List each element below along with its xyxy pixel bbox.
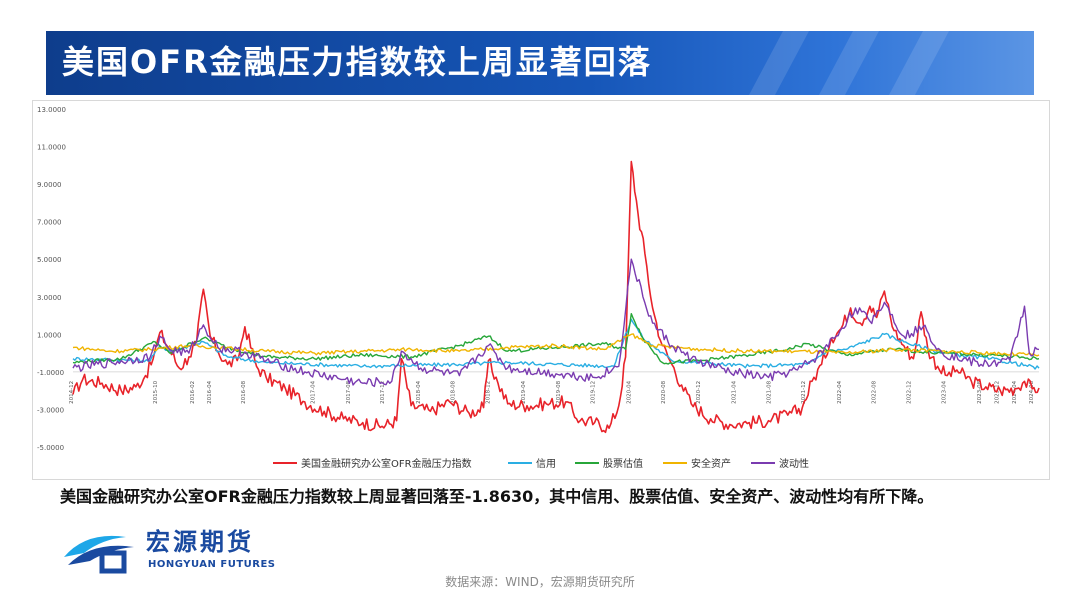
logo-name-en: HONGYUAN FUTURES	[148, 559, 276, 570]
x-tick-label: 2017-08	[346, 380, 352, 403]
y-tick-label: 7.0000	[37, 219, 62, 227]
x-tick-label: 2018-04	[416, 380, 422, 403]
x-tick-label: 2021-08	[766, 380, 772, 403]
ofr-stress-chart: -5.0000 -3.0000 -1.0000 1.0000 3.0000 5.0000 7…	[37, 106, 1040, 470]
x-tick-label: 2016-08	[241, 380, 247, 403]
y-tick-label: 11.0000	[37, 144, 66, 152]
y-tick-label: 9.0000	[37, 181, 62, 189]
x-tick-label: 2018-08	[451, 380, 457, 403]
y-tick-label: 3.0000	[37, 294, 62, 302]
title-banner: 美国OFR金融压力指数较上周显著回落	[46, 31, 1034, 95]
x-tick-label: 2024-08	[1029, 380, 1035, 403]
legend-label: 股票估值	[603, 457, 643, 470]
page-title: 美国OFR金融压力指数较上周显著回落	[62, 43, 652, 81]
y-tick-label: 5.0000	[37, 256, 62, 264]
series-line	[72, 160, 1040, 434]
x-tick-label: 2022-12	[907, 381, 913, 404]
x-tick-label: 2022-08	[872, 380, 878, 403]
y-tick-label: -5.0000	[37, 444, 64, 452]
x-tick-label: 2023-08	[977, 380, 983, 403]
x-tick-label: 2020-04	[626, 380, 632, 403]
x-tick-label: 2020-08	[661, 380, 667, 403]
x-tick-label: 2018-12	[485, 381, 491, 404]
summary-text: 美国金融研究办公室OFR金融压力指数较上周显著回落至-1.8630，其中信用、股…	[60, 487, 934, 506]
y-tick-label: -1.0000	[37, 369, 64, 377]
x-tick-label: 2017-04	[311, 380, 317, 403]
x-tick-label: 2019-04	[521, 380, 527, 403]
x-tick-label: 2023-12	[994, 381, 1000, 404]
x-tick-label: 2021-12	[801, 381, 807, 404]
x-tick-label: 2024-04	[1012, 380, 1018, 403]
x-tick-label: 2023-04	[941, 380, 947, 403]
legend-label: 波动性	[779, 457, 809, 470]
chart-frame: -5.0000 -3.0000 -1.0000 1.0000 3.0000 5.0000 7…	[32, 100, 1050, 480]
legend-label: 信用	[536, 458, 556, 470]
series-line	[72, 318, 1040, 370]
series-line	[72, 258, 1040, 388]
data-source: 数据来源：WIND，宏源期货研究所	[445, 575, 635, 589]
legend-label: 安全资产	[691, 457, 731, 470]
x-tick-label: 2019-12	[591, 381, 597, 404]
x-tick-label: 2022-04	[837, 380, 843, 403]
y-tick-label: -3.0000	[37, 406, 64, 414]
company-logo: 宏源期货 HONGYUAN FUTURES	[62, 527, 322, 579]
x-tick-label: 2017-12	[380, 381, 386, 404]
legend-label: 美国金融研究办公室OFR金融压力指数	[301, 457, 472, 470]
x-tick-label: 2015-10	[153, 380, 159, 403]
x-tick-label: 2021-04	[732, 380, 738, 403]
y-tick-label: 13.0000	[37, 106, 66, 114]
y-tick-label: 1.0000	[37, 331, 62, 339]
x-tick-label: 2020-12	[696, 381, 702, 404]
x-tick-label: 2019-08	[556, 380, 562, 403]
hongyuan-logo-icon	[64, 535, 134, 574]
logo-name-cn: 宏源期货	[146, 528, 254, 556]
x-tick-label: 2016-02	[190, 381, 196, 404]
x-tick-label: 2016-04	[207, 380, 213, 403]
x-tick-label: 2014-12	[69, 381, 75, 404]
